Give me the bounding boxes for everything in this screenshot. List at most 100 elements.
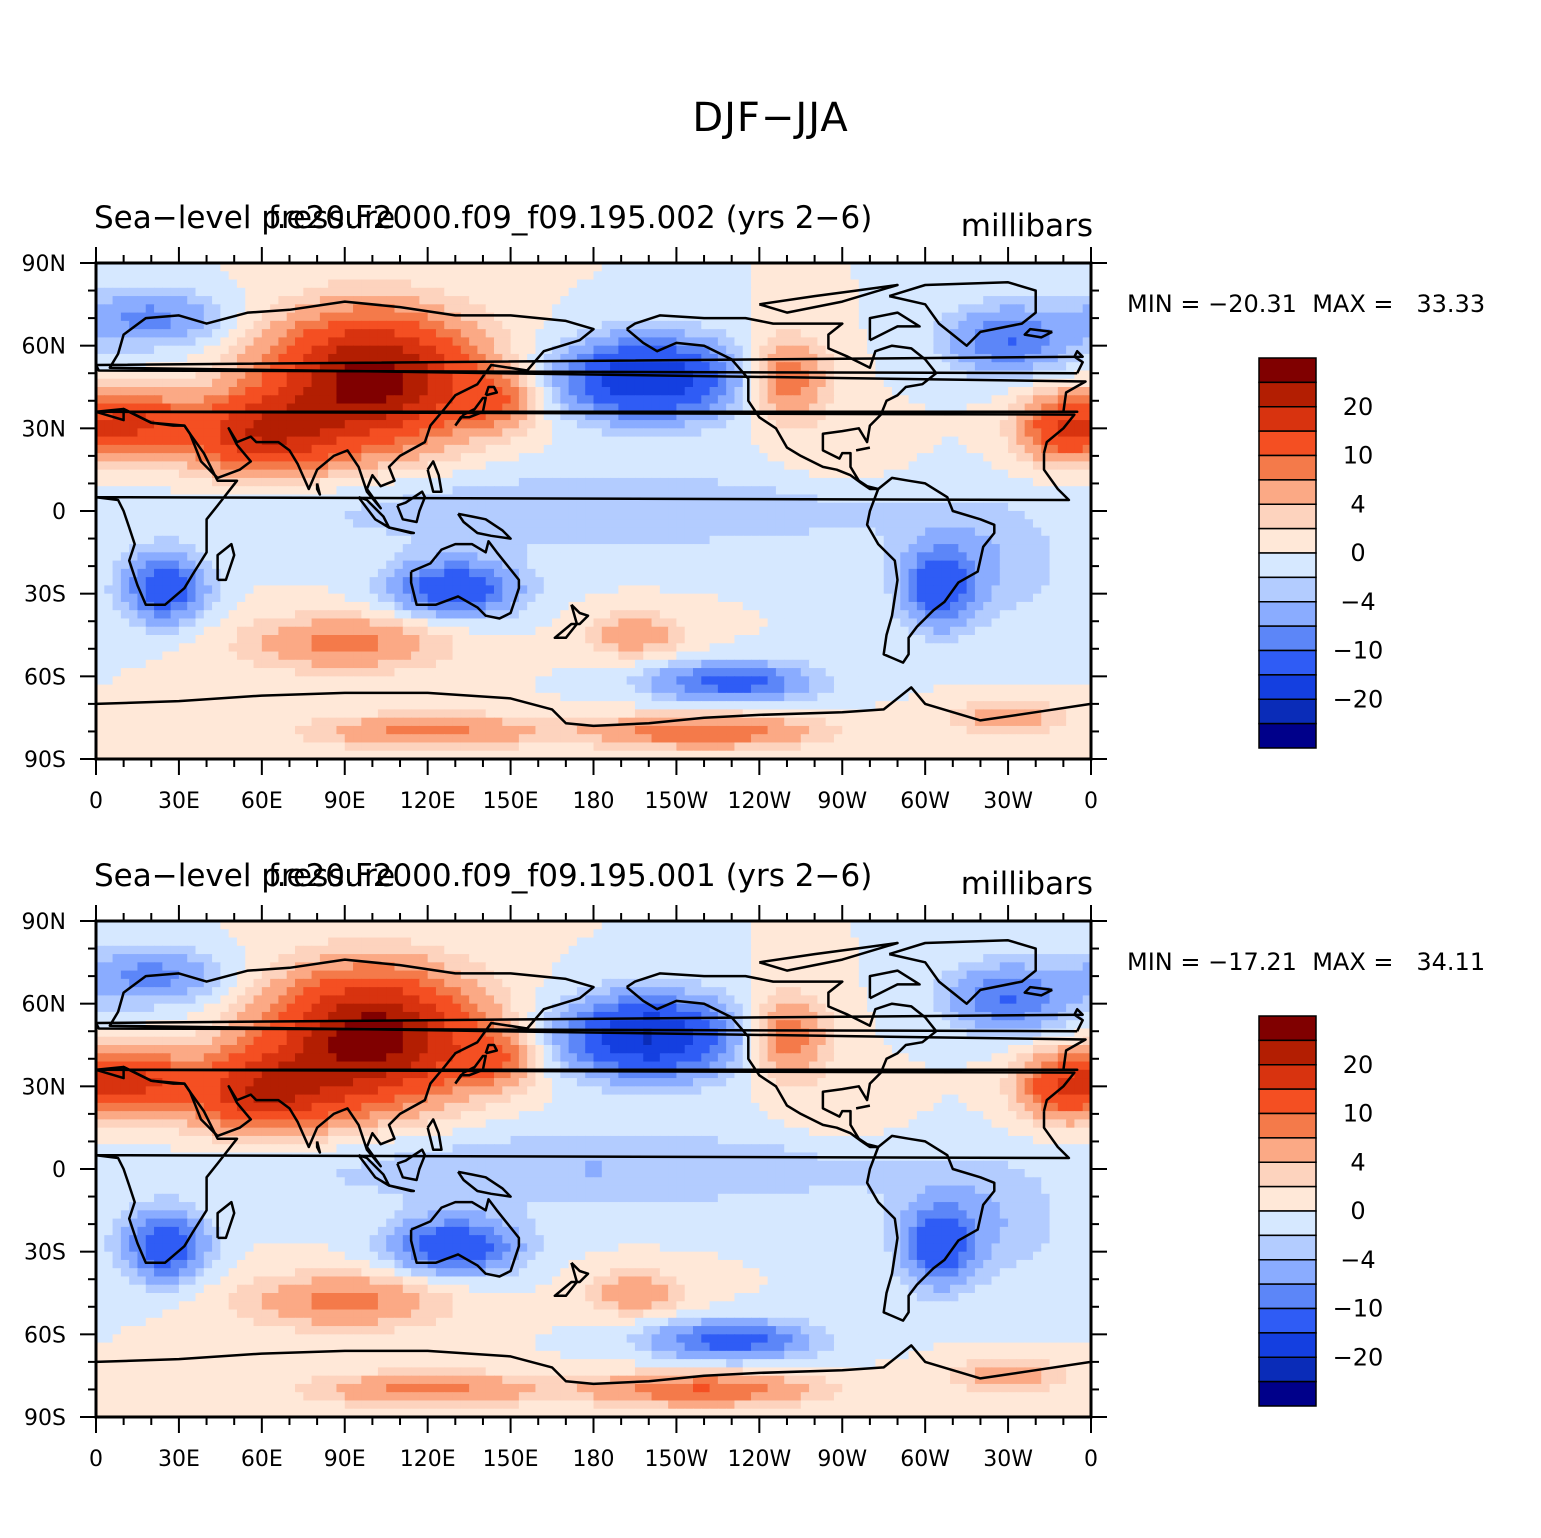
colorbar-box: [1258, 1283, 1317, 1310]
colorbar-box: [1258, 1380, 1317, 1407]
coastline: [457, 1170, 512, 1198]
colorbar-box: [1258, 1161, 1317, 1188]
colorbar-label: −10: [1333, 1295, 1384, 1323]
coastline: [96, 349, 1084, 375]
lon-tick-label: 0: [1084, 789, 1098, 814]
coastline: [855, 1104, 871, 1110]
coastline: [396, 1148, 427, 1182]
colorbar-box: [1258, 527, 1317, 554]
coastline: [625, 972, 938, 1149]
contour-map: 0 30E 60E 90E 120E 150E 180 150W 120W 90W 60W 30W 09…: [22, 247, 1384, 814]
colorbar-box: [1258, 381, 1317, 408]
lat-tick-label: 90N: [22, 910, 66, 935]
coastline: [865, 1134, 996, 1322]
lon-tick-label: 30E: [158, 789, 200, 814]
colorbar-label: 10: [1343, 442, 1374, 470]
coastline: [553, 603, 590, 640]
max-value: MAX = 34.11: [1312, 948, 1486, 976]
colorbar-box: [1258, 601, 1317, 627]
panel-case-title: f.e20.F2000.f09_f09.195.001 (yrs 2−6): [268, 858, 873, 894]
colorbar-box: [1258, 1307, 1317, 1334]
colorbar-box: [1258, 674, 1317, 700]
lat-tick-label: 30N: [22, 417, 66, 442]
lon-tick-label: 90E: [324, 1447, 366, 1472]
coastline: [396, 490, 427, 524]
coastlines: [96, 939, 1091, 1386]
lon-tick-label: 90W: [817, 1447, 867, 1472]
coastline: [454, 396, 487, 427]
colorbar-label: 20: [1343, 1051, 1374, 1079]
lon-tick-label: 150W: [645, 789, 709, 814]
colorbar-label: −10: [1333, 637, 1384, 665]
colorbar-label: 4: [1350, 490, 1365, 518]
lon-tick-label: 60E: [241, 1447, 283, 1472]
colorbar: 20 10 4 0 −4 −10 −20: [1258, 357, 1384, 749]
colorbar-box: [1258, 1234, 1317, 1261]
colorbar-label: −20: [1333, 685, 1384, 713]
coastline: [484, 1043, 499, 1055]
colorbar-label: 4: [1350, 1148, 1365, 1176]
colorbar-box: [1258, 1185, 1317, 1212]
lon-tick-label: 180: [573, 1447, 615, 1472]
coastline: [868, 311, 921, 342]
coastline: [96, 1344, 1091, 1386]
coastline: [625, 314, 938, 491]
lat-tick-label: 30S: [24, 583, 66, 608]
panel-variable-title: Sea−level pressure: [94, 200, 396, 236]
lon-tick-label: 30W: [983, 1447, 1033, 1472]
map-panel-1: Sea−level pressure f.e20.F2000.f09_f09.1…: [0, 200, 1541, 840]
lat-tick-label: 0: [52, 1158, 66, 1183]
lon-tick-label: 180: [573, 789, 615, 814]
colorbar-label: −4: [1340, 588, 1375, 616]
lat-tick-label: 60S: [24, 1323, 66, 1348]
coastline: [868, 969, 921, 1000]
lat-tick-label: 90N: [22, 252, 66, 277]
colorbar-box: [1258, 1064, 1317, 1090]
lon-tick-label: 150W: [645, 1447, 709, 1472]
coastline: [357, 1154, 391, 1187]
coastline: [758, 283, 899, 314]
coastline: [315, 1141, 322, 1154]
colorbar-box: [1258, 698, 1317, 725]
lon-tick-label: 120W: [727, 789, 791, 814]
lat-tick-label: 30S: [24, 1241, 66, 1266]
colorbar-box: [1258, 625, 1317, 652]
lon-tick-label: 60W: [900, 789, 950, 814]
lon-tick-label: 150E: [483, 789, 539, 814]
colorbar-box: [1258, 1332, 1317, 1358]
panel-variable-title: Sea−level pressure: [94, 858, 396, 894]
lon-tick-label: 0: [1084, 1447, 1098, 1472]
map-panel-2: Sea−level pressure f.e20.F2000.f09_f09.1…: [0, 858, 1541, 1498]
coastline: [315, 483, 322, 496]
lon-tick-label: 0: [89, 789, 103, 814]
lat-tick-label: 60N: [22, 335, 66, 360]
colorbar-label: 0: [1350, 1197, 1365, 1225]
coastline: [96, 1065, 1076, 1264]
colorbar-box: [1258, 1015, 1317, 1042]
lon-tick-label: 90W: [817, 789, 867, 814]
axes: [80, 247, 1107, 775]
colorbar-box: [1258, 1210, 1317, 1237]
coastline: [553, 1261, 590, 1298]
lon-tick-label: 120W: [727, 1447, 791, 1472]
min-max-readout: MIN = −20.31 MAX = 33.33: [1127, 290, 1485, 318]
min-max-readout: MIN = −17.21 MAX = 34.11: [1127, 948, 1485, 976]
coastline: [409, 1198, 521, 1278]
colorbar-box: [1258, 576, 1317, 603]
coastline: [426, 1118, 443, 1151]
lon-tick-label: 30E: [158, 1447, 200, 1472]
min-value: MIN = −17.21: [1127, 948, 1297, 976]
colorbar-box: [1258, 479, 1317, 505]
coastline: [409, 540, 521, 620]
map-area: [96, 921, 1091, 1417]
max-value: MAX = 33.33: [1312, 290, 1486, 318]
lat-tick-label: 60S: [24, 665, 66, 690]
lon-tick-label: 0: [89, 1447, 103, 1472]
lat-tick-label: 90S: [24, 1406, 66, 1431]
lon-tick-label: 90E: [324, 789, 366, 814]
lon-tick-label: 60W: [900, 1447, 950, 1472]
colorbar-label: 10: [1343, 1100, 1374, 1128]
colorbar-label: −4: [1340, 1246, 1375, 1274]
lat-tick-label: 60N: [22, 993, 66, 1018]
colorbar-box: [1258, 430, 1317, 457]
